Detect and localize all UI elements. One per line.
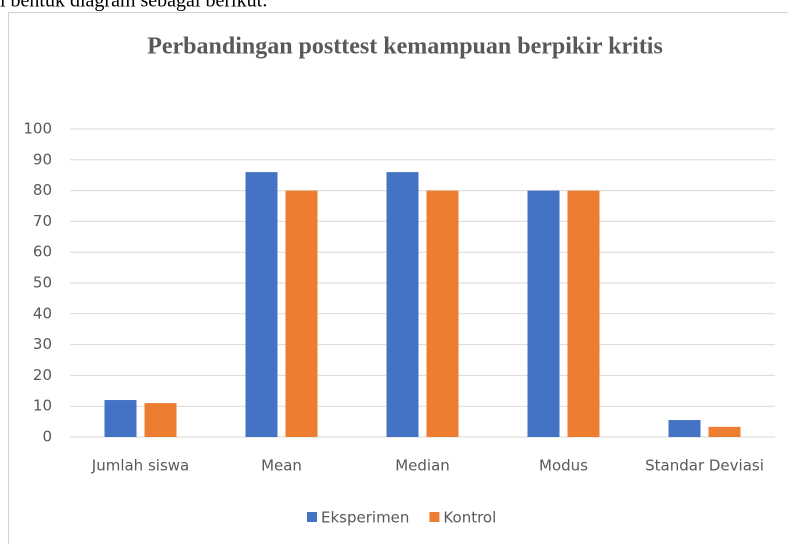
y-tick-label: 80 bbox=[33, 181, 52, 199]
legend-label: Eksperimen bbox=[321, 509, 409, 527]
x-tick-label: Standar Deviasi bbox=[645, 457, 764, 475]
bar bbox=[668, 420, 701, 437]
bar bbox=[285, 190, 318, 437]
legend-swatch bbox=[307, 512, 317, 522]
y-tick-label: 70 bbox=[33, 212, 52, 230]
y-tick-label: 0 bbox=[42, 428, 52, 446]
y-tick-label: 60 bbox=[33, 243, 52, 261]
bar bbox=[708, 426, 741, 437]
bar bbox=[527, 190, 560, 437]
y-tick-label: 100 bbox=[23, 120, 52, 138]
bar bbox=[426, 190, 459, 437]
y-tick-label: 10 bbox=[33, 397, 52, 415]
x-tick-label: Modus bbox=[539, 457, 588, 475]
x-tick-label: Mean bbox=[261, 457, 302, 475]
y-tick-label: 90 bbox=[33, 150, 52, 168]
legend-label: Kontrol bbox=[443, 509, 496, 527]
x-tick-label: Median bbox=[395, 457, 450, 475]
bar bbox=[386, 172, 419, 437]
y-tick-label: 50 bbox=[33, 274, 52, 292]
legend-swatch bbox=[429, 512, 440, 522]
x-tick-label: Jumlah siswa bbox=[91, 457, 189, 475]
bar bbox=[245, 172, 278, 437]
chart-title: Perbandingan posttest kemampuan berpikir… bbox=[147, 34, 663, 60]
y-tick-label: 40 bbox=[33, 304, 52, 322]
caption: i bentuk diagram sebagai berikut: bbox=[0, 0, 268, 12]
bar bbox=[567, 190, 600, 437]
bar bbox=[104, 400, 137, 437]
y-tick-label: 30 bbox=[33, 335, 52, 353]
bar bbox=[144, 403, 177, 437]
y-tick-label: 20 bbox=[33, 366, 52, 384]
